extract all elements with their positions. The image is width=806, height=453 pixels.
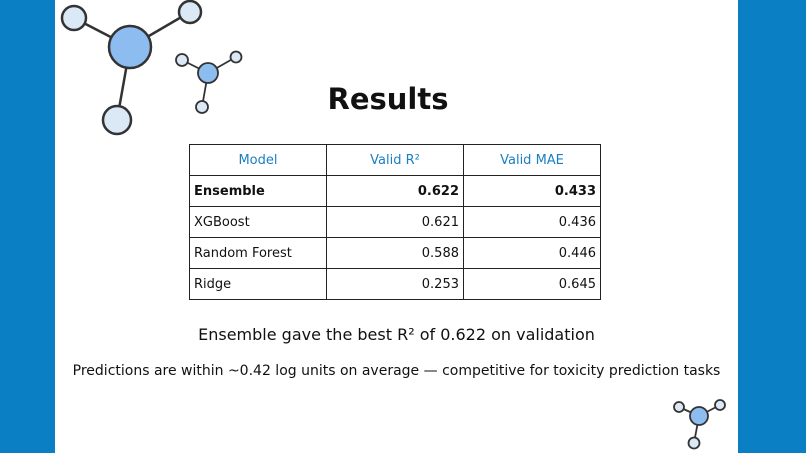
results-table: Model Valid R² Valid MAE Ensemble 0.622 0.433…	[189, 144, 601, 300]
value-cell: 0.645	[463, 268, 601, 300]
side-bar	[738, 0, 806, 453]
table-row: Ridge 0.253 0.645	[189, 268, 601, 300]
column-header: Valid R²	[326, 144, 464, 176]
side-bar	[0, 0, 55, 453]
caption: Ensemble gave the best R² of 0.622 on va…	[198, 325, 595, 344]
value-cell: 0.621	[326, 206, 464, 238]
table-row: XGBoost 0.621 0.436	[189, 206, 601, 238]
value-cell: 0.446	[463, 237, 601, 269]
slide-title: Results	[327, 82, 449, 116]
column-header: Model	[189, 144, 327, 176]
header-row: Model Valid R² Valid MAE	[189, 144, 601, 176]
model-cell: Ridge	[189, 268, 327, 300]
value-cell: 0.588	[326, 237, 464, 269]
caption: Predictions are within ~0.42 log units o…	[72, 363, 721, 379]
value-cell: 0.622	[326, 175, 464, 207]
table-row: Ensemble 0.622 0.433	[189, 175, 601, 207]
model-cell: XGBoost	[189, 206, 327, 238]
value-cell: 0.436	[463, 206, 601, 238]
value-cell: 0.253	[326, 268, 464, 300]
model-cell: Random Forest	[189, 237, 327, 269]
model-cell: Ensemble	[189, 175, 327, 207]
value-cell: 0.433	[463, 175, 601, 207]
column-header: Valid MAE	[463, 144, 601, 176]
table-row: Random Forest 0.588 0.446	[189, 237, 601, 269]
